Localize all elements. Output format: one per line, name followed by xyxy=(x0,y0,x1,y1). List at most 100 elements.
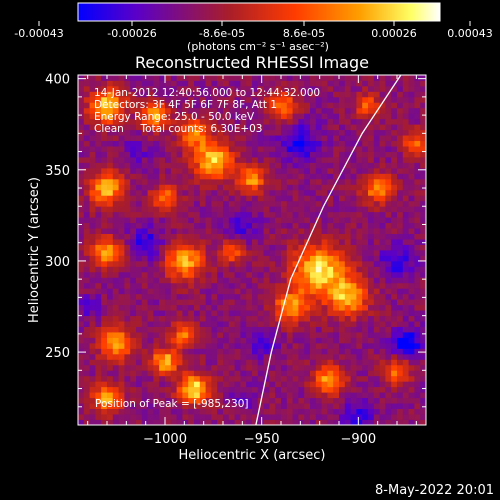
heatmap-cell xyxy=(159,178,166,185)
heatmap-cell xyxy=(228,91,235,98)
heatmap-cell xyxy=(304,397,311,404)
heatmap-cell xyxy=(269,75,276,81)
heatmap-cell xyxy=(89,107,96,114)
heatmap-cell xyxy=(275,124,282,131)
heatmap-cell xyxy=(257,370,264,377)
heatmap-cell xyxy=(263,299,270,306)
heatmap-cell xyxy=(385,96,392,103)
heatmap-cell xyxy=(95,102,102,109)
heatmap-cell xyxy=(182,178,189,185)
heatmap-cell xyxy=(182,266,189,273)
heatmap-cell xyxy=(95,386,102,393)
heatmap-cell xyxy=(350,403,357,409)
heatmap-cell xyxy=(356,293,363,300)
heatmap-cell xyxy=(298,178,305,185)
heatmap-cell xyxy=(414,282,421,289)
heatmap-cell xyxy=(315,91,322,98)
heatmap-cell xyxy=(275,195,282,202)
heatmap-cell xyxy=(281,206,288,213)
heatmap-cell xyxy=(368,359,375,366)
heatmap-cell xyxy=(408,299,415,306)
heatmap-cell xyxy=(83,403,90,409)
heatmap-cell xyxy=(95,403,102,409)
heatmap-cell xyxy=(205,381,212,388)
heatmap-cell xyxy=(304,206,311,213)
heatmap-cell xyxy=(205,271,212,278)
heatmap-cell xyxy=(263,255,270,262)
colorbar: -0.00043 -0.00026 -8.6e-05 8.6e-05 0.00026 0.… xyxy=(14,2,493,53)
heatmap-cell xyxy=(246,91,253,98)
heatmap-cell xyxy=(281,135,288,142)
heatmap-cell xyxy=(130,364,137,371)
heatmap-cell xyxy=(263,222,270,229)
heatmap-cell xyxy=(112,326,119,333)
heatmap-cell xyxy=(298,342,305,349)
heatmap-cell xyxy=(281,381,288,388)
heatmap-cell xyxy=(397,244,404,251)
heatmap-cell xyxy=(333,244,340,251)
heatmap-cell xyxy=(234,233,241,240)
heatmap-cell xyxy=(153,321,160,327)
heatmap-cell xyxy=(350,288,357,295)
heatmap-cell xyxy=(373,129,380,136)
heatmap-cell xyxy=(397,162,404,169)
heatmap-cell xyxy=(211,96,218,103)
heatmap-cell xyxy=(327,222,334,229)
heatmap-cell xyxy=(101,107,108,114)
heatmap-cell xyxy=(95,419,102,425)
heatmap-cell xyxy=(147,129,154,136)
heatmap-cell xyxy=(373,233,380,240)
heatmap-cell xyxy=(153,304,160,311)
heatmap-cell xyxy=(327,233,334,240)
heatmap-cell xyxy=(379,146,386,152)
heatmap-cell xyxy=(304,282,311,289)
heatmap-cell xyxy=(315,386,322,393)
heatmap-cell xyxy=(275,184,282,191)
heatmap-cell xyxy=(263,129,270,136)
heatmap-cell xyxy=(339,118,346,125)
heatmap-cell xyxy=(240,140,247,147)
heatmap-cell xyxy=(304,75,311,81)
heatmap-cell xyxy=(350,310,357,317)
heatmap-cell xyxy=(170,315,177,322)
heatmap-cell xyxy=(182,173,189,180)
heatmap-cell xyxy=(159,403,166,409)
heatmap-cell xyxy=(368,102,375,109)
heatmap-cell xyxy=(199,124,206,131)
heatmap-cell xyxy=(339,233,346,240)
heatmap-cell xyxy=(141,332,148,338)
heatmap-cell xyxy=(292,282,299,289)
heatmap-cell xyxy=(362,217,369,224)
heatmap-cell xyxy=(165,85,172,92)
heatmap-cell xyxy=(78,326,85,333)
heatmap-cell xyxy=(327,195,334,202)
heatmap-cell xyxy=(165,321,172,327)
heatmap-cell xyxy=(362,337,369,344)
heatmap-cell xyxy=(414,419,421,425)
heatmap-cell xyxy=(78,233,85,240)
heatmap-cell xyxy=(170,271,177,278)
heatmap-cell xyxy=(275,151,282,158)
heatmap-cell xyxy=(246,228,253,234)
heatmap-cell xyxy=(368,217,375,224)
heatmap-cell xyxy=(391,244,398,251)
heatmap-cell xyxy=(95,167,102,174)
heatmap-cell xyxy=(298,189,305,196)
heatmap-cell xyxy=(321,217,328,224)
heatmap-cell xyxy=(78,80,85,87)
heatmap-cell xyxy=(379,332,386,338)
heatmap-cell xyxy=(252,271,259,278)
heatmap-cell xyxy=(310,277,317,284)
heatmap-cell xyxy=(240,381,247,388)
heatmap-cell xyxy=(350,167,357,174)
heatmap-cell xyxy=(252,370,259,377)
heatmap-cell xyxy=(379,386,386,393)
heatmap-cell xyxy=(286,184,293,191)
heatmap-cell xyxy=(333,282,340,289)
heatmap-cell xyxy=(101,266,108,273)
heatmap-cell xyxy=(240,151,247,158)
heatmap-cell xyxy=(194,200,201,207)
heatmap-cell xyxy=(176,91,183,98)
heatmap-cell xyxy=(118,392,125,399)
heatmap-cell xyxy=(107,392,114,399)
